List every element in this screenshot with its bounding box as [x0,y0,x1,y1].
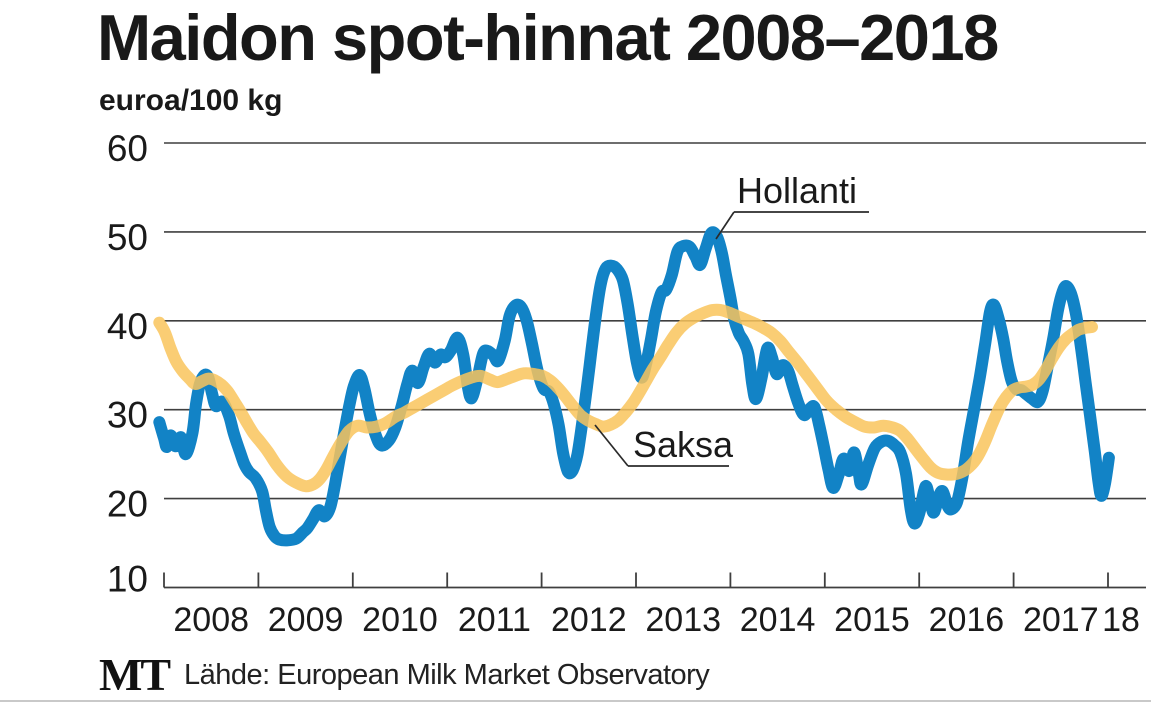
x-axis-label-2014: 2014 [740,601,816,639]
x-axis-label-2012: 2012 [551,601,627,639]
x-axis-label-2009: 2009 [268,601,344,639]
y-axis-label-60: 60 [107,128,148,169]
series-line-hollanti [153,226,1115,547]
bottom-divider [0,700,1151,702]
y-axis-unit-label: euroa/100 kg [99,84,283,117]
x-axis-label-2015: 2015 [834,601,910,639]
x-axis-label-2011: 2011 [458,601,531,639]
x-axis-label-2017: 2017 [1023,601,1099,639]
y-axis-label-50: 50 [107,217,148,258]
callout-pointer-saksa [594,424,629,467]
x-axis-label-18: 18 [1102,601,1140,639]
chart-title: Maidon spot-hinnat 2008–2018 [97,1,999,74]
series-line-saksa [153,303,1098,493]
x-axis-label-2010: 2010 [362,601,438,639]
series-label-hollanti: Hollanti [737,170,857,211]
y-axis-label-30: 30 [107,395,148,436]
y-axis-label-40: 40 [107,306,148,347]
x-axis-label-2016: 2016 [929,601,1005,639]
x-axis-label-2008: 2008 [173,601,249,639]
mt-logo: MT [99,649,171,700]
series-label-saksa: Saksa [633,424,734,465]
x-axis-label-2013: 2013 [645,601,721,639]
y-axis-label-20: 20 [107,484,148,525]
source-credit: Lähde: European Milk Market Observatory [184,659,710,691]
callout-pointer-hollanti [715,211,735,240]
y-axis-label-10: 10 [107,559,148,600]
